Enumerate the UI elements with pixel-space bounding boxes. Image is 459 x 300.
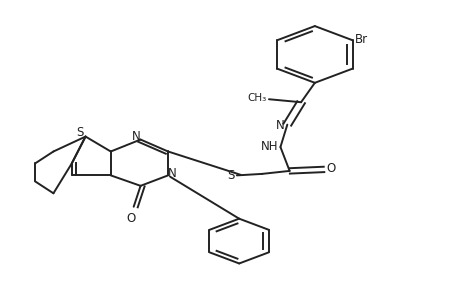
Text: NH: NH bbox=[260, 140, 278, 153]
Text: O: O bbox=[325, 162, 335, 175]
Text: N: N bbox=[131, 130, 140, 143]
Text: CH₃: CH₃ bbox=[247, 93, 266, 103]
Text: N: N bbox=[276, 119, 285, 132]
Text: S: S bbox=[76, 126, 83, 139]
Text: Br: Br bbox=[354, 33, 367, 46]
Text: O: O bbox=[127, 212, 136, 225]
Text: S: S bbox=[227, 169, 234, 182]
Text: N: N bbox=[168, 167, 177, 180]
